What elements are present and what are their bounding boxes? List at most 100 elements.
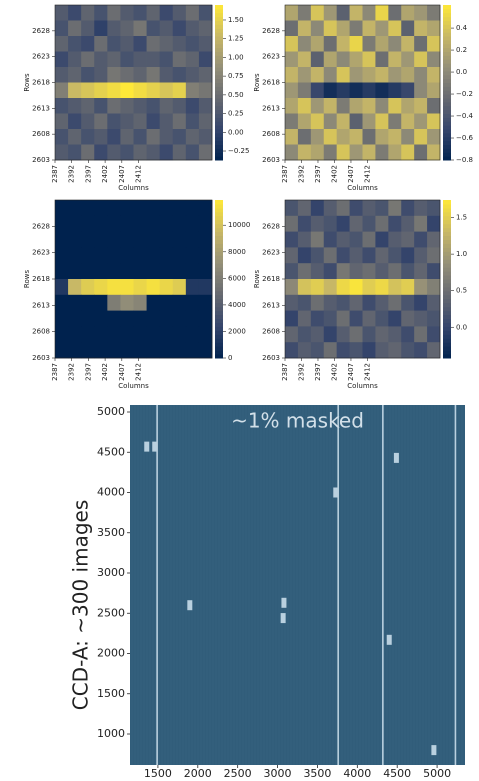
x-tick-label: 5000 [423,767,451,780]
x-tick-label: 2500 [224,767,252,780]
heatmap-cell [55,294,69,311]
heatmap-cell [120,5,134,21]
colorbar-step [443,74,451,80]
colorbar-tick-label: 0.5 [456,287,467,295]
heatmap-cell [55,263,69,280]
heatmap-cell [94,129,108,145]
heatmap-cell [133,231,147,248]
colorbar-step [443,247,451,252]
y-tick-label: 2628 [262,27,280,35]
colorbar-step [215,211,223,217]
heatmap-cell [159,5,174,21]
heatmap-cell [120,144,134,161]
heatmap-cell [81,215,95,232]
heatmap-cell [133,5,147,21]
colorbar-step [443,132,451,138]
heatmap-cell [94,263,108,280]
heatmap-cell [401,247,415,264]
heatmap-cell [336,279,350,296]
heatmap-cell [349,82,363,99]
colorbar-step [215,306,223,312]
x-tick-label: 2392 [68,165,76,183]
heatmap-cell [285,98,299,114]
heatmap-cell [310,98,325,114]
heatmap-cell [336,98,350,114]
colorbar-step [443,59,451,64]
colorbar-step [215,239,223,244]
colorbar-step [443,211,451,217]
y-tick-label: 3000 [97,566,125,579]
heatmap-cell [310,263,325,280]
x-tick-label: 2387 [281,363,289,381]
colorbar-step [443,51,451,56]
colorbar-step [215,129,223,134]
heatmap-cell [94,51,108,68]
heatmap-cell [414,326,428,343]
colorbar-step [215,39,223,45]
colorbar-step [443,298,451,304]
colorbar-step [215,24,223,29]
x-tick-label: 2397 [84,363,92,381]
heatmap-cell [159,82,174,99]
heatmap-cell [55,20,69,37]
heatmap-cell [414,113,428,130]
heatmap-cell [349,200,363,217]
heatmap-cell [427,342,441,359]
colorbar-step [215,227,223,233]
colorbar-step [443,243,451,248]
heatmap-cell [349,215,363,232]
heatmap-cell [401,326,415,343]
heatmap-cell [172,129,187,145]
x-axis-label: Columns [118,184,149,192]
y-tick-label: 4000 [97,486,125,499]
heatmap-cell [362,342,376,359]
heatmap-cell [349,342,363,359]
heatmap-cell [401,294,415,311]
heatmap-cell [323,263,338,280]
heatmap-cell [172,326,187,343]
heatmap-cell [323,67,338,83]
heatmap-cell [55,144,69,161]
colorbar-step [215,47,223,52]
colorbar-step [443,235,451,240]
heatmap-cell [297,326,312,343]
heatmap-cell [375,144,389,161]
x-tick-label: 2402 [101,165,109,183]
colorbar-tick-label: 0.0 [456,323,467,331]
heatmap-cell [285,310,299,327]
colorbar-step [443,342,451,347]
heatmap-cell [323,247,338,264]
heatmap-cell [172,51,187,68]
colorbar-step [215,247,223,252]
colorbar-step [215,140,223,145]
heatmap-cell [94,144,108,161]
heatmap-cell [107,215,121,232]
heatmap-cell [427,36,441,52]
colorbar-step [443,12,451,18]
heatmap-cell [146,113,161,130]
heatmap-cell [133,326,147,343]
masked-spot [333,487,339,498]
colorbar-step [215,20,223,25]
y-tick-label: 2618 [262,275,280,283]
heatmap-cell [185,129,200,145]
colorbar-step [443,282,451,288]
heatmap-cell [375,67,389,83]
colorbar-step [215,28,223,33]
colorbar-step [443,259,451,264]
colorbar-step [215,282,223,288]
colorbar-step [215,109,223,114]
heatmap-cell [349,51,363,68]
x-tick-label: 4000 [343,767,371,780]
heatmap-cell [159,310,174,327]
heatmap-cell [375,129,389,145]
heatmap-cell [427,20,441,37]
heatmap-cell [375,82,389,99]
colorbar-step [215,231,223,237]
colorbar-step [215,12,223,18]
colorbar-tick-label: −0.2 [456,90,473,98]
x-axis-label: Columns [118,382,149,390]
colorbar-step [443,306,451,312]
colorbar-step [215,251,223,256]
heatmap-cell [120,129,134,145]
